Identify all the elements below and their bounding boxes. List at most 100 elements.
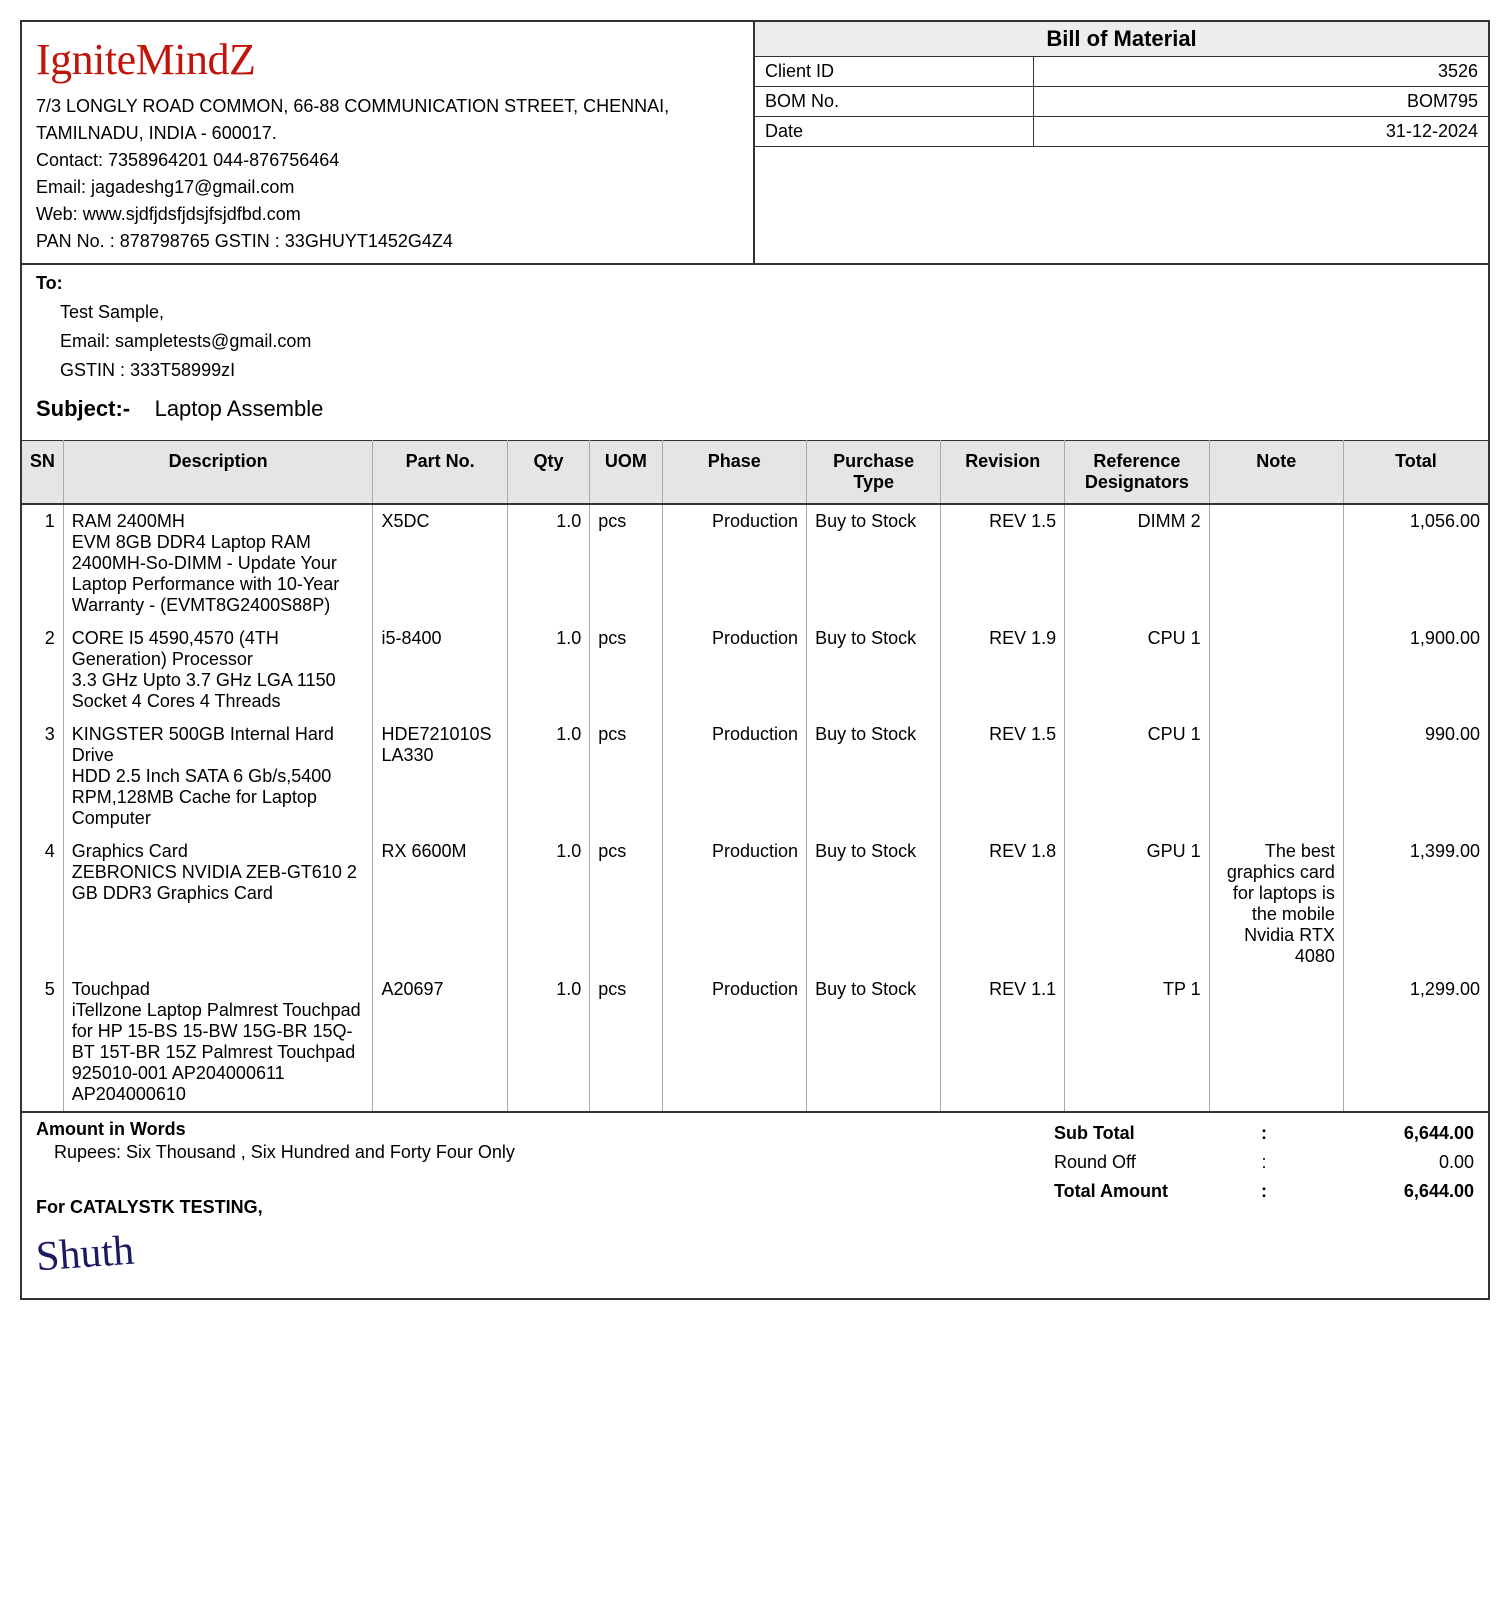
cell-total: 1,399.00 [1343,835,1488,973]
col-qty: Qty [507,441,590,505]
cell-desc: KINGSTER 500GB Internal Hard DriveHDD 2.… [63,718,373,835]
client-id-row: Client ID 3526 [755,57,1488,87]
contact-line: Contact: 7358964201 044-876756464 [36,147,739,174]
company-address: 7/3 LONGLY ROAD COMMON, 66-88 COMMUNICAT… [36,93,739,255]
cell-qty: 1.0 [507,718,590,835]
cell-phase: Production [662,973,807,1111]
client-id-label: Client ID [755,57,1034,86]
amount-in-words-text: Rupees: Six Thousand , Six Hundred and F… [36,1142,1054,1163]
company-name: IgniteMindZ [36,34,739,85]
cell-uom: pcs [590,622,662,718]
footer-section: Amount in Words Rupees: Six Thousand , S… [22,1111,1488,1298]
header-section: IgniteMindZ 7/3 LONGLY ROAD COMMON, 66-8… [22,22,1488,265]
cell-ptype: Buy to Stock [807,835,941,973]
cell-ref: CPU 1 [1065,718,1210,835]
table-row: 2CORE I5 4590,4570 (4TH Generation) Proc… [22,622,1488,718]
bom-no-value: BOM795 [1034,87,1488,116]
cell-uom: pcs [590,973,662,1111]
cell-total: 990.00 [1343,718,1488,835]
roundoff-value: 0.00 [1274,1148,1474,1177]
col-ptype: Purchase Type [807,441,941,505]
cell-desc: CORE I5 4590,4570 (4TH Generation) Proce… [63,622,373,718]
to-body: Test Sample, Email: sampletests@gmail.co… [36,298,1474,384]
col-ref: Reference Designators [1065,441,1210,505]
date-value: 31-12-2024 [1034,117,1488,146]
total-label: Total Amount [1054,1177,1254,1206]
amount-in-words-label: Amount in Words [36,1119,1054,1140]
subject-line: Subject:- Laptop Assemble [36,396,1474,422]
cell-qty: 1.0 [507,622,590,718]
subtotal-label: Sub Total [1054,1119,1254,1148]
cell-note [1209,973,1343,1111]
bom-title: Bill of Material [755,22,1488,57]
bom-meta-block: Bill of Material Client ID 3526 BOM No. … [755,22,1488,263]
to-label: To: [36,273,1474,294]
subject-text: Laptop Assemble [155,396,324,421]
cell-rev: REV 1.5 [941,718,1065,835]
document: IgniteMindZ 7/3 LONGLY ROAD COMMON, 66-8… [20,20,1490,1300]
table-row: 3KINGSTER 500GB Internal Hard DriveHDD 2… [22,718,1488,835]
header-row: SN Description Part No. Qty UOM Phase Pu… [22,441,1488,505]
table-row: 4Graphics CardZEBRONICS NVIDIA ZEB-GT610… [22,835,1488,973]
total-value: 6,644.00 [1274,1177,1474,1206]
col-note: Note [1209,441,1343,505]
cell-note [1209,622,1343,718]
table-row: 5TouchpadiTellzone Laptop Palmrest Touch… [22,973,1488,1111]
subtotal-row: Sub Total : 6,644.00 [1054,1119,1474,1148]
subtotal-value: 6,644.00 [1274,1119,1474,1148]
cell-rev: REV 1.5 [941,504,1065,622]
cell-total: 1,056.00 [1343,504,1488,622]
client-id-value: 3526 [1034,57,1488,86]
cell-phase: Production [662,718,807,835]
cell-note: The best graphics card for laptops is th… [1209,835,1343,973]
cell-desc: Graphics CardZEBRONICS NVIDIA ZEB-GT610 … [63,835,373,973]
cell-uom: pcs [590,835,662,973]
cell-sn: 3 [22,718,63,835]
cell-ref: DIMM 2 [1065,504,1210,622]
total-row: Total Amount : 6,644.00 [1054,1177,1474,1206]
cell-note [1209,718,1343,835]
cell-ref: TP 1 [1065,973,1210,1111]
col-rev: Revision [941,441,1065,505]
cell-part: A20697 [373,973,507,1111]
cell-sn: 2 [22,622,63,718]
cell-note [1209,504,1343,622]
cell-qty: 1.0 [507,973,590,1111]
cell-ptype: Buy to Stock [807,622,941,718]
cell-desc: TouchpadiTellzone Laptop Palmrest Touchp… [63,973,373,1111]
cell-sn: 4 [22,835,63,973]
col-sn: SN [22,441,63,505]
col-phase: Phase [662,441,807,505]
date-label: Date [755,117,1034,146]
cell-qty: 1.0 [507,835,590,973]
cell-part: HDE721010SLA330 [373,718,507,835]
cell-desc: RAM 2400MHEVM 8GB DDR4 Laptop RAM 2400MH… [63,504,373,622]
cell-rev: REV 1.1 [941,973,1065,1111]
web-line: Web: www.sjdfjdsfjdsjfsjdfbd.com [36,201,739,228]
cell-total: 1,299.00 [1343,973,1488,1111]
items-table: SN Description Part No. Qty UOM Phase Pu… [22,440,1488,1111]
cell-ptype: Buy to Stock [807,973,941,1111]
for-company-line: For CATALYSTK TESTING, [36,1197,1054,1218]
bom-no-label: BOM No. [755,87,1034,116]
subject-label: Subject:- [36,396,130,421]
cell-sn: 1 [22,504,63,622]
signature: Shuth [34,1227,135,1282]
col-total: Total [1343,441,1488,505]
cell-ptype: Buy to Stock [807,718,941,835]
cell-rev: REV 1.9 [941,622,1065,718]
col-part: Part No. [373,441,507,505]
cell-ref: GPU 1 [1065,835,1210,973]
to-block: To: Test Sample, Email: sampletests@gmai… [22,265,1488,440]
cell-total: 1,900.00 [1343,622,1488,718]
cell-phase: Production [662,835,807,973]
to-email: Email: sampletests@gmail.com [60,327,1474,356]
roundoff-label: Round Off [1054,1148,1254,1177]
cell-uom: pcs [590,718,662,835]
address-line-2: TAMILNADU, INDIA - 600017. [36,120,739,147]
cell-ref: CPU 1 [1065,622,1210,718]
address-line-1: 7/3 LONGLY ROAD COMMON, 66-88 COMMUNICAT… [36,93,739,120]
cell-uom: pcs [590,504,662,622]
cell-qty: 1.0 [507,504,590,622]
cell-part: X5DC [373,504,507,622]
